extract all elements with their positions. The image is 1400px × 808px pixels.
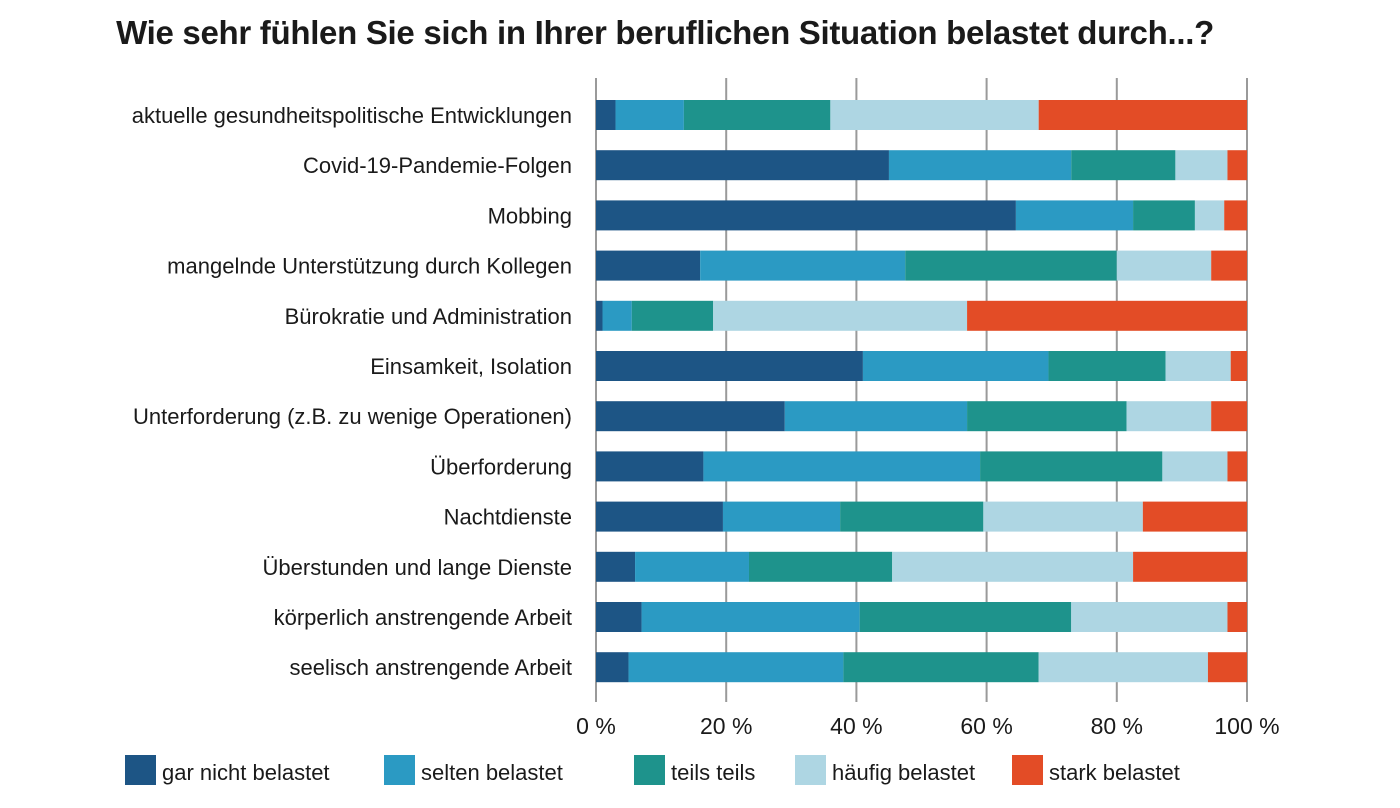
bar-segment: [713, 300, 968, 331]
bar-segment: [1227, 451, 1247, 482]
bar-segment: [641, 602, 860, 632]
bar-segment: [596, 200, 1016, 231]
bar-segment: [596, 100, 616, 130]
bar-segment: [1211, 401, 1247, 432]
legend-swatch: [384, 755, 415, 785]
x-tick-label: 100 %: [1214, 713, 1279, 739]
category-label: Einsamkeit, Isolation: [370, 354, 572, 379]
category-label: Mobbing: [488, 203, 572, 228]
legend-label: selten belastet: [421, 760, 563, 785]
bar-segment: [635, 551, 749, 582]
x-tick-label: 20 %: [700, 713, 752, 739]
bar-segment: [859, 602, 1072, 632]
bar-segment: [596, 150, 889, 181]
bar-segment: [1175, 150, 1228, 181]
grid: [595, 78, 1248, 702]
bars: [596, 100, 1247, 683]
bar-segment: [1133, 551, 1247, 582]
bar-segment: [1126, 401, 1212, 432]
bar-segment: [1015, 200, 1134, 231]
x-tick-labels: 0 % 20 % 40 % 60 % 80 % 100 %: [576, 713, 1279, 739]
bar-segment: [1071, 150, 1176, 181]
x-tick-label: 40 %: [830, 713, 882, 739]
bar-segment: [703, 451, 981, 482]
category-label: mangelnde Unterstützung durch Kollegen: [167, 254, 572, 279]
legend-swatch: [1012, 755, 1043, 785]
category-label: Überforderung: [430, 454, 572, 479]
bar-segment: [1133, 200, 1195, 231]
bar-segment: [1227, 602, 1247, 632]
bar-segment: [892, 551, 1134, 582]
bar-segment: [596, 401, 785, 432]
bar-segment: [862, 351, 1049, 381]
category-label: aktuelle gesundheitspolitische Entwicklu…: [132, 103, 572, 128]
bar-segment: [840, 501, 984, 532]
bar-segment: [1224, 200, 1247, 231]
bar-segment: [1038, 652, 1208, 683]
bar-segment: [631, 300, 714, 331]
bar-segment: [700, 250, 906, 281]
bar-segment: [596, 501, 723, 532]
legend-label: gar nicht belastet: [162, 760, 330, 785]
legend-label: teils teils: [671, 760, 755, 785]
category-label: Covid-19-Pandemie-Folgen: [303, 153, 572, 178]
category-label: Unterforderung (z.B. zu wenige Operation…: [133, 404, 572, 429]
bar-segment: [596, 250, 701, 281]
bar-segment: [722, 501, 841, 532]
bar-segment: [596, 551, 636, 582]
category-label: seelisch anstrengende Arbeit: [289, 655, 572, 680]
category-label: körperlich anstrengende Arbeit: [274, 605, 572, 630]
bar-segment: [596, 652, 629, 683]
bar-segment: [1142, 501, 1247, 532]
bar-segment: [596, 351, 863, 381]
bar-segment: [980, 451, 1163, 482]
bar-segment: [628, 652, 844, 683]
bar-segment: [748, 551, 893, 582]
bar-segment: [1230, 351, 1247, 381]
legend: gar nicht belastet selten belastet teils t…: [125, 755, 1180, 785]
bar-segment: [596, 602, 642, 632]
bar-segment: [1207, 652, 1247, 683]
bar-segment: [983, 501, 1143, 532]
bar-segment: [1071, 602, 1228, 632]
legend-swatch: [125, 755, 156, 785]
bar-segment: [596, 451, 704, 482]
bar-segment: [1211, 250, 1247, 281]
bar-segment: [967, 300, 1247, 331]
legend-label: häufig belastet: [832, 760, 975, 785]
category-label: Nachtdienste: [444, 505, 572, 530]
x-tick-label: 0 %: [576, 713, 616, 739]
legend-swatch: [795, 755, 826, 785]
bar-segment: [905, 250, 1117, 281]
bar-segment: [888, 150, 1072, 181]
legend-swatch: [634, 755, 665, 785]
chart-title: Wie sehr fühlen Sie sich in Ihrer berufl…: [116, 14, 1214, 51]
x-tick-label: 60 %: [960, 713, 1012, 739]
bar-segment: [1162, 451, 1228, 482]
bar-segment: [1227, 150, 1247, 181]
bar-segment: [1116, 250, 1212, 281]
category-labels: aktuelle gesundheitspolitische Entwicklu…: [132, 103, 572, 680]
bar-segment: [1048, 351, 1166, 381]
bar-segment: [784, 401, 968, 432]
legend-label: stark belastet: [1049, 760, 1180, 785]
bar-segment: [602, 300, 632, 331]
bar-segment: [1194, 200, 1225, 231]
bar-segment: [683, 100, 831, 130]
bar-segment: [596, 300, 603, 331]
bar-segment: [843, 652, 1039, 683]
category-label: Überstunden und lange Dienste: [263, 555, 572, 580]
bar-segment: [615, 100, 684, 130]
bar-segment: [1038, 100, 1247, 130]
category-label: Bürokratie und Administration: [285, 304, 572, 329]
bar-segment: [830, 100, 1039, 130]
x-tick-label: 80 %: [1091, 713, 1143, 739]
bar-segment: [967, 401, 1127, 432]
bar-segment: [1165, 351, 1231, 381]
